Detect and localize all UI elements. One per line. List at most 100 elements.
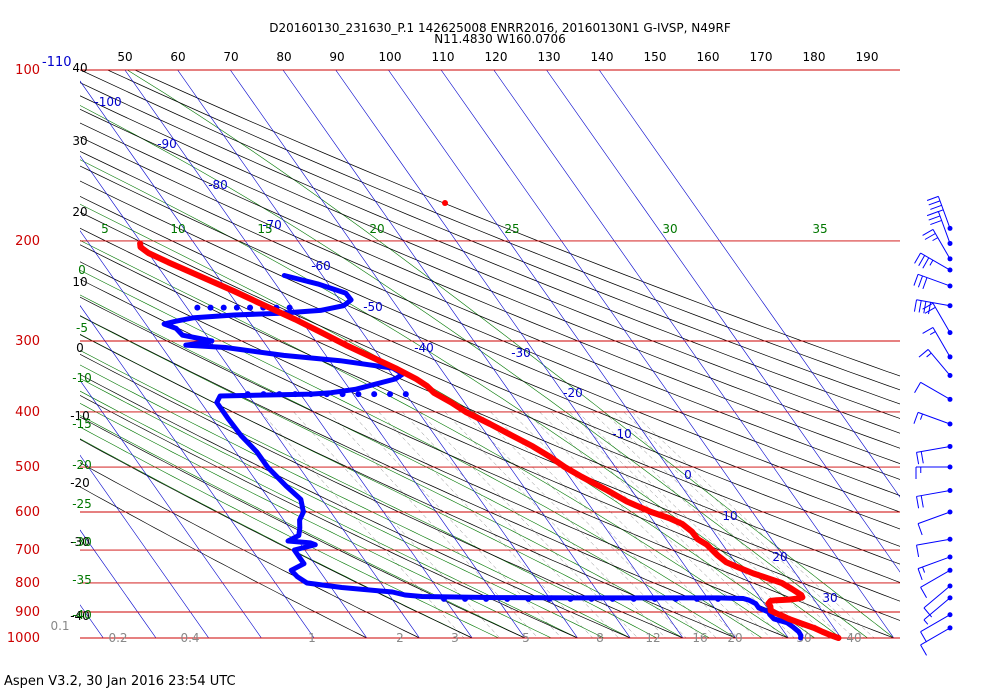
dewpoint-point [292, 391, 299, 398]
wind-barb-feather [917, 275, 923, 288]
isotherm-line [493, 70, 895, 638]
theta-top-label: 180 [803, 50, 826, 64]
theta-top-label: 50 [117, 50, 132, 64]
theta-left-label: 10 [72, 275, 87, 289]
dry-adiabat [80, 439, 473, 638]
dry-adiabat [80, 165, 900, 513]
isotherm-line [598, 70, 900, 498]
mixing-ratio-label: 3 [451, 631, 459, 645]
moist-adiabats [80, 70, 894, 638]
isotherm-line [80, 305, 315, 638]
wind-barb-feather [916, 545, 920, 558]
dewpoint-point [276, 391, 283, 398]
wind-barb-staff [927, 349, 951, 376]
isotherm-line [440, 70, 842, 638]
dewpoint-point [286, 304, 293, 311]
moist-top-label: 30 [662, 222, 677, 236]
moist-adiabat [80, 333, 684, 638]
wind-barb-feather [922, 566, 926, 573]
theta-top-label: 150 [644, 50, 667, 64]
dry-adiabat [80, 261, 900, 621]
mixing-ratio-label: 0.1 [50, 619, 69, 633]
dewpoint-point [440, 595, 447, 602]
wind-barb-staff [920, 252, 951, 271]
wind-barb-feather [913, 412, 919, 424]
wind-barb-staff [920, 614, 951, 633]
isotherm-label: 30 [822, 591, 837, 605]
theta-top-label: 130 [538, 50, 561, 64]
dewpoint-point [588, 595, 595, 602]
moist-left-label: -20 [72, 458, 92, 472]
wind-barb-feather [929, 331, 936, 336]
pressure-tick-label: 900 [15, 605, 40, 620]
theta-top-label: 90 [329, 50, 344, 64]
isotherm-line [230, 70, 631, 638]
wind-barb-feather [928, 200, 941, 206]
pressure-tick-label: 100 [15, 63, 40, 78]
mixing-ratio-line [293, 411, 500, 638]
dry-adiabats [80, 70, 900, 638]
mixing-ratio-label: 16 [692, 631, 707, 645]
temperature-line [137, 240, 842, 641]
dewpoint-point [371, 391, 378, 398]
dewpoint-line [161, 273, 804, 641]
dewpoint-point [693, 595, 700, 602]
theta-left-label: 30 [72, 134, 87, 148]
dewpoint-point [651, 595, 658, 602]
wind-barb-feather [924, 306, 936, 314]
isotherm-line [80, 529, 157, 638]
dewpoint-point [233, 304, 240, 311]
isotherm-label: 20 [772, 550, 787, 564]
theta-top-label: 60 [170, 50, 185, 64]
moist-adiabat [80, 315, 710, 638]
wind-barb-staff [937, 196, 951, 229]
theta-left-label: -20 [70, 476, 90, 490]
wind-barb-feather [918, 300, 922, 313]
dewpoint-point [504, 595, 511, 602]
pressure-tick-label: 600 [15, 505, 40, 520]
wind-barb-staff [917, 511, 951, 525]
wind-barb-feather [932, 237, 939, 242]
wind-barb-feather [922, 327, 934, 334]
moist-left-label: -35 [72, 573, 92, 587]
isotherm-line [335, 70, 736, 638]
isotherm-label: -100 [94, 95, 121, 109]
isotherm-line [546, 70, 900, 573]
header-line-2: N11.4830 W160.0706 [434, 32, 566, 46]
theta-top-label: 190 [856, 50, 879, 64]
wind-barb-staff [916, 299, 951, 307]
wind-barb-feather [914, 382, 921, 393]
dry-adiabat [80, 244, 900, 602]
dry-adiabat [80, 211, 900, 565]
mixing-ratio-label: 12 [645, 631, 660, 645]
dewpoint-point [323, 391, 330, 398]
wind-barbs [913, 195, 953, 656]
dewpoint-point [220, 304, 227, 311]
dewpoint-point [462, 595, 469, 602]
dewpoint-point [672, 595, 679, 602]
moist-left-label: -10 [72, 371, 92, 385]
isotherm-label: -20 [563, 386, 583, 400]
isotherm-label: -30 [511, 346, 531, 360]
pressure-tick-label: 700 [15, 543, 40, 558]
isotherm-label: -50 [363, 300, 383, 314]
wind-barb-staff [932, 327, 951, 358]
wind-barb-feather [924, 233, 936, 240]
wind-barb-staff [932, 229, 951, 260]
wind-barb-feather [920, 644, 927, 656]
temperature-profile [137, 200, 842, 641]
pressure-tick-label: 1000 [7, 631, 40, 646]
wind-barb-staff [920, 627, 951, 646]
theta-top-label: 170 [750, 50, 773, 64]
wind-barb-feather [913, 299, 918, 312]
top-temp-label: -110 [42, 55, 72, 70]
dewpoint-point [244, 391, 251, 398]
wind-barb-staff [932, 302, 951, 333]
theta-left-label: -10 [70, 409, 90, 423]
wind-barb-feather [920, 587, 927, 598]
wind-barb-staff [937, 211, 951, 244]
wind-barb-feather [922, 302, 934, 310]
dry-adiabat [80, 136, 900, 480]
